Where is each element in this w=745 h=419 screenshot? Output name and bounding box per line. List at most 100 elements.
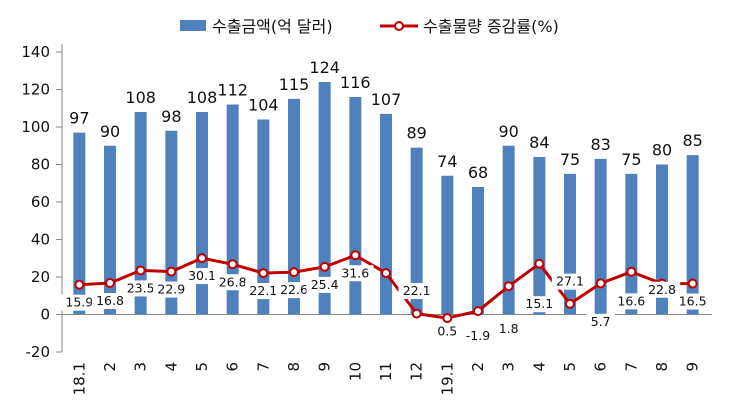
bar-value-label: 83: [590, 135, 610, 154]
bar: [472, 187, 484, 315]
bar-value-label: 104: [248, 96, 279, 115]
bar: [349, 97, 362, 315]
x-tick-label: 8: [653, 362, 671, 372]
line-label-bg: [214, 274, 251, 291]
bar: [594, 158, 607, 315]
x-tick-label: 18.1: [70, 362, 88, 395]
line-label-bg: [91, 293, 129, 309]
bar-value-label: 98: [161, 107, 181, 126]
bar-value-label: 124: [309, 58, 340, 77]
x-tick-label: 4: [162, 362, 180, 372]
line-value-label: 16.5: [679, 294, 707, 309]
x-tick-label: 9: [684, 362, 702, 372]
x-tick-label: 19.1: [438, 362, 456, 395]
y-tick-label: 80: [31, 156, 50, 174]
bar: [257, 119, 270, 315]
line-point: [503, 281, 514, 292]
bar: [686, 155, 699, 315]
x-tick-label: 6: [224, 362, 242, 372]
line-value-label: 27.1: [556, 274, 584, 289]
bar-value-label: 80: [652, 141, 672, 160]
bar: [380, 113, 392, 315]
legend-label-line: 수출물량 증감률(%): [423, 17, 559, 36]
line-value-label: 22.1: [249, 283, 277, 298]
legend-marker-line: [394, 21, 404, 31]
line-label-bg: [398, 283, 435, 300]
y-tick-label: -20: [26, 343, 51, 361]
line-point: [135, 265, 146, 276]
line-value-label: 1.8: [499, 321, 519, 336]
x-tick-label: 2: [101, 362, 119, 372]
line-value-label: 26.8: [219, 274, 247, 289]
x-tick-label: 8: [285, 362, 303, 372]
line-point: [565, 298, 575, 309]
bar-value-label: 75: [560, 150, 580, 169]
x-tick-label: 3: [500, 362, 518, 372]
line-point: [442, 313, 453, 324]
bar: [104, 145, 116, 315]
line-value-label: 23.5: [127, 280, 155, 295]
line-label-bg: [122, 280, 159, 297]
line-label-bg: [337, 265, 374, 282]
line-label-bg: [61, 294, 98, 311]
line-point: [74, 279, 85, 290]
x-tick-label: 10: [346, 362, 364, 381]
x-tick-label: 5: [561, 362, 579, 372]
bar-value-label: 112: [217, 81, 248, 100]
bar: [410, 147, 423, 315]
x-tick-label: 4: [530, 362, 548, 372]
x-tick-label: 3: [132, 362, 150, 372]
bar-value-label: 107: [371, 90, 402, 109]
bar-value-label: 97: [69, 109, 89, 128]
line-value-label: 16.8: [96, 293, 124, 308]
line-value-label: 15.1: [525, 296, 553, 311]
line-label-bg: [521, 296, 558, 313]
line-value-label: 0.5: [437, 324, 457, 339]
line-value-label: 16.6: [617, 293, 645, 308]
line-label-bg: [153, 281, 190, 298]
y-tick-label: 120: [21, 81, 50, 99]
bar-value-label: 89: [406, 124, 426, 143]
line-point: [197, 253, 207, 264]
bar-value-label: 108: [187, 88, 218, 107]
bar: [502, 145, 515, 315]
bar-value-label: 90: [498, 122, 518, 141]
bar-value-label: 75: [621, 150, 641, 169]
line-point: [227, 259, 238, 270]
legend-swatch-bars: [180, 20, 206, 31]
x-tick-label: 5: [193, 362, 211, 372]
line-label-bg: [245, 283, 282, 300]
bar-value-label: 90: [100, 122, 120, 141]
bar-value-label: 115: [279, 75, 310, 94]
bar: [656, 164, 668, 315]
x-tick-label: 6: [592, 362, 610, 372]
y-tick-label: 60: [31, 193, 50, 211]
line-value-label: -1.9: [466, 328, 490, 343]
line-value-label: 22.1: [403, 283, 431, 298]
line-point: [626, 266, 637, 277]
bar-value-label: 84: [529, 133, 549, 152]
bar: [196, 112, 208, 315]
line-label-bg: [459, 328, 497, 345]
line-value-label: 15.9: [65, 295, 93, 310]
bar: [625, 173, 638, 315]
line-point: [166, 266, 177, 277]
line-value-label: 5.7: [591, 314, 611, 329]
line-label-bg: [183, 268, 221, 285]
bar-value-label: 74: [437, 152, 457, 171]
line-value-label: 22.6: [280, 282, 308, 297]
line-point: [105, 278, 115, 288]
bar-series: [73, 82, 699, 315]
line-label-bg: [613, 293, 650, 310]
bar-value-label: 68: [468, 163, 488, 182]
legend: 수출금액(억 달러) 수출물량 증감률(%): [180, 17, 559, 36]
x-tick-label: 12: [408, 362, 426, 381]
bar: [73, 132, 86, 315]
line-label-bg: [432, 323, 462, 340]
y-tick-label: 100: [21, 118, 50, 136]
line-value-label: 22.8: [648, 282, 676, 297]
x-tick-label: 2: [469, 362, 487, 372]
line-value-label: 22.9: [157, 282, 185, 297]
